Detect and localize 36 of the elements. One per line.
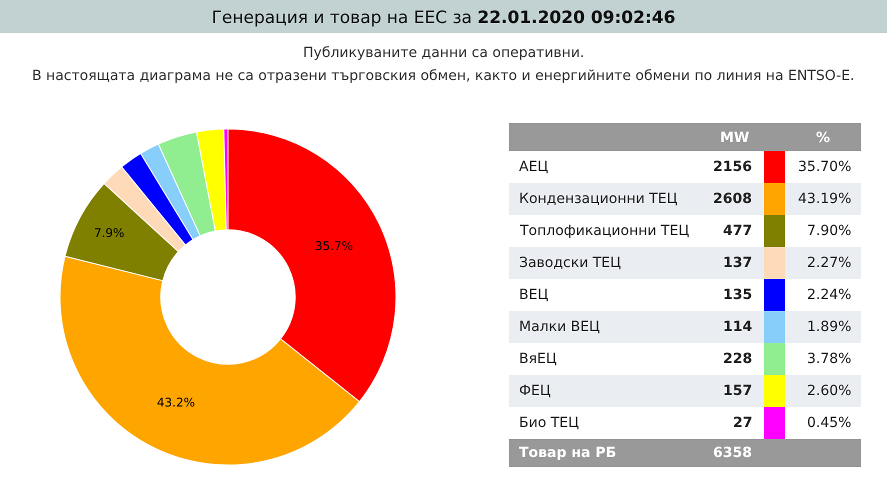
data-label: 228: [723, 351, 752, 367]
data-label: 2156: [713, 159, 752, 175]
data-label: 7.90%: [807, 223, 852, 239]
data-label: 27: [733, 415, 752, 431]
data-label: 2608: [713, 191, 752, 207]
data-label: 6358: [713, 445, 752, 461]
data-label: 35.7%: [314, 238, 353, 253]
data-label: 3.78%: [807, 351, 852, 367]
data-label: 114: [723, 319, 752, 335]
data-label: 135: [723, 287, 752, 303]
category-label: ВЕЦ: [519, 287, 548, 303]
category-label: Кондензационни ТЕЦ: [519, 191, 678, 207]
data-label: 43.2%: [156, 395, 195, 410]
data-label: 1.89%: [807, 319, 852, 335]
data-label: 477: [723, 223, 752, 239]
data-label: 137: [723, 255, 752, 271]
data-label: 43.19%: [798, 191, 852, 207]
text: MW: [720, 130, 750, 146]
data-label: 2.24%: [807, 287, 852, 303]
category-label: Топлофикационни ТЕЦ: [519, 223, 690, 239]
data-label: 2.27%: [807, 255, 852, 271]
text: Публикуваните данни са оперативни. В настоящата диаграма не са отразени търговския обмен, както и енергийните обмени по линия на ENTSO-E.: [32, 45, 855, 84]
data-label: 157: [723, 383, 752, 399]
category-label: АЕЦ: [519, 159, 548, 175]
data-label: 7.9%: [94, 226, 124, 240]
category-label: Био ТЕЦ: [519, 415, 580, 431]
data-label: 0.45%: [807, 415, 852, 431]
text: Генерация и товар на ЕЕС за 22.01.2020 09:02:46: [212, 8, 676, 28]
category-label: ВяЕЦ: [519, 351, 557, 367]
category-label: Малки ВЕЦ: [519, 319, 600, 335]
category-label: Заводски ТЕЦ: [519, 255, 622, 271]
category-label: ФЕЦ: [519, 383, 551, 399]
data-label: 35.70%: [798, 159, 852, 175]
text: %: [816, 130, 830, 146]
category-label: Товар на РБ: [519, 445, 616, 461]
data-label: 2.60%: [807, 383, 852, 399]
